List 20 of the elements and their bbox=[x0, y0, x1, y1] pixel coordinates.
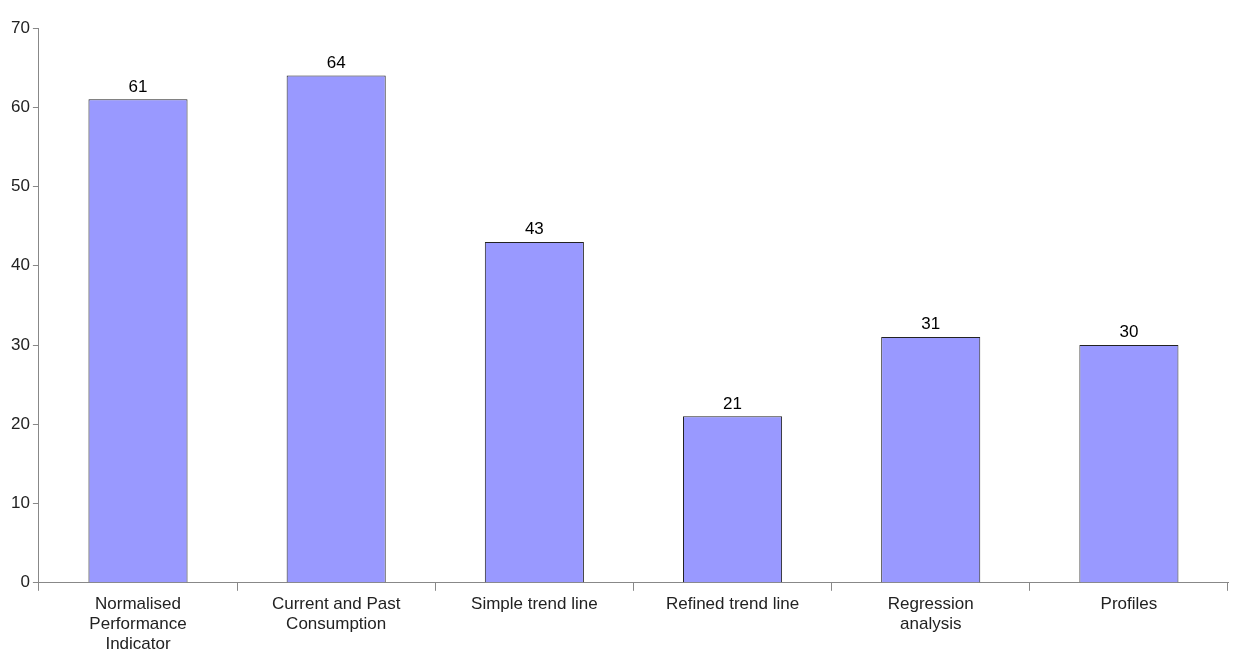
data-label: 31 bbox=[921, 314, 941, 334]
y-tick-label: 50 bbox=[10, 176, 30, 196]
data-label: 21 bbox=[723, 393, 743, 413]
data-label: 64 bbox=[326, 52, 346, 72]
y-tick-label: 10 bbox=[10, 493, 30, 513]
data-label: 30 bbox=[1119, 322, 1139, 342]
y-tick-label: 70 bbox=[10, 17, 30, 37]
data-label: 43 bbox=[524, 219, 544, 239]
x-tick-label: Regression analysis bbox=[887, 593, 974, 634]
y-tick-label: 40 bbox=[10, 255, 30, 275]
y-tick-label: 0 bbox=[20, 572, 30, 592]
x-tick-label: Simple trend line bbox=[471, 593, 598, 613]
x-tick-label: Normalised Performance Indicator bbox=[89, 593, 187, 654]
x-tick-label: Refined trend line bbox=[665, 593, 800, 613]
y-tick-label: 20 bbox=[10, 413, 30, 433]
y-tick-label: 60 bbox=[10, 96, 30, 116]
data-label: 61 bbox=[128, 76, 148, 96]
y-tick-label: 30 bbox=[10, 334, 30, 354]
x-tick-label: Profiles bbox=[1100, 593, 1158, 613]
x-tick-label: Current and Past Consumption bbox=[271, 593, 401, 634]
